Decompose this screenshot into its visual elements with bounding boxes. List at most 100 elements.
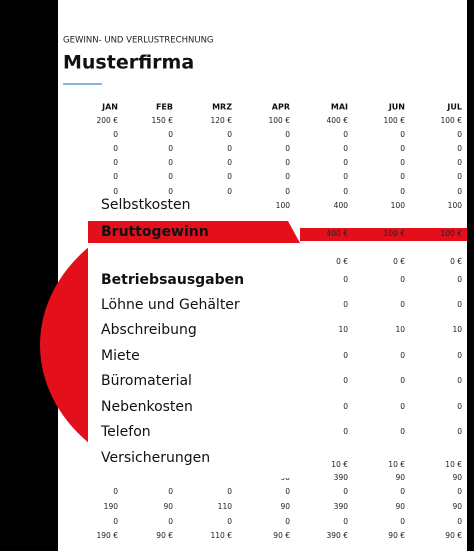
- cell: 400 €: [327, 229, 349, 238]
- cell: 0: [400, 376, 405, 385]
- cell: 0: [113, 517, 118, 526]
- cell: 0: [343, 402, 348, 411]
- left-border: [0, 0, 58, 551]
- month-header: APR: [272, 103, 290, 112]
- cell: 0: [285, 130, 290, 139]
- cell: 0: [400, 130, 405, 139]
- cell: 0 €: [393, 257, 405, 266]
- row-label: Miete: [101, 348, 140, 364]
- sheet-title: GEWINN- UND VERLUSTRECHNUNG: [63, 36, 214, 46]
- cell: 90 €: [445, 531, 462, 540]
- cell: 0: [457, 144, 462, 153]
- cell: 90: [452, 473, 462, 482]
- cell: 0: [457, 487, 462, 496]
- cell: 0: [343, 487, 348, 496]
- cell: 120 €: [211, 116, 233, 125]
- cell: 0: [113, 144, 118, 153]
- cell: 0: [343, 144, 348, 153]
- row-label: Büromaterial: [101, 373, 192, 389]
- right-border: [467, 0, 474, 551]
- cell: 0: [285, 144, 290, 153]
- cell: 0: [227, 130, 232, 139]
- row-label: Löhne und Gehälter: [101, 297, 240, 313]
- cell: 0: [457, 376, 462, 385]
- cell: 100: [276, 201, 291, 210]
- row-label: Abschreibung: [101, 322, 197, 338]
- cell: 0: [400, 187, 405, 196]
- cell: 100: [448, 201, 463, 210]
- cell: 90 €: [273, 531, 290, 540]
- cell: 90 €: [388, 531, 405, 540]
- cell: 0: [343, 300, 348, 309]
- company-name: Musterfirma: [63, 52, 194, 74]
- cell: 110: [218, 502, 233, 511]
- cell: 0: [343, 517, 348, 526]
- cell: 0: [343, 351, 348, 360]
- cell: 0: [168, 517, 173, 526]
- month-header: JUN: [388, 103, 405, 112]
- cell: 90: [452, 502, 462, 511]
- row-label: Nebenkosten: [101, 399, 193, 415]
- row-label: Bruttogewinn: [101, 224, 209, 240]
- month-header: MRZ: [212, 103, 232, 112]
- cell: 90: [163, 502, 173, 511]
- cell: 0: [343, 275, 348, 284]
- month-header: MAI: [331, 103, 348, 112]
- row-label: Telefon: [100, 424, 151, 440]
- cell: 0: [457, 300, 462, 309]
- cell: 0: [400, 158, 405, 167]
- cell: 100 €: [384, 116, 406, 125]
- month-header: JAN: [101, 103, 118, 112]
- cell: 390: [334, 473, 349, 482]
- cell: 0: [113, 172, 118, 181]
- cell: 0: [400, 351, 405, 360]
- cell: 0: [400, 172, 405, 181]
- cell: 390 €: [327, 531, 349, 540]
- cell: 150 €: [152, 116, 174, 125]
- cell: 0: [168, 187, 173, 196]
- cell: 100 €: [384, 229, 406, 238]
- cell: 0: [227, 187, 232, 196]
- cell: 90: [395, 502, 405, 511]
- cell: 390: [334, 502, 349, 511]
- cell: 90: [395, 473, 405, 482]
- cell: 0: [457, 517, 462, 526]
- cell: 400: [334, 201, 349, 210]
- cell: 0: [457, 351, 462, 360]
- cell: 0: [285, 487, 290, 496]
- cell: 0: [343, 130, 348, 139]
- cell: 0: [227, 487, 232, 496]
- cell: 0: [343, 158, 348, 167]
- zoom-circle: [40, 246, 90, 444]
- cell: 0: [457, 402, 462, 411]
- cell: 0: [400, 275, 405, 284]
- cell: 190 €: [97, 531, 119, 540]
- cell: 0: [343, 376, 348, 385]
- cell: 0 €: [336, 257, 348, 266]
- highlight-row: [300, 228, 467, 241]
- cell: 0: [343, 172, 348, 181]
- cell: 0: [113, 130, 118, 139]
- cell: 0: [457, 158, 462, 167]
- cell: 0: [285, 172, 290, 181]
- cell: 100: [391, 201, 406, 210]
- cell: 100 €: [269, 116, 291, 125]
- cell: 0: [400, 300, 405, 309]
- cell: 100 €: [441, 116, 463, 125]
- cell: 10 €: [388, 460, 405, 469]
- cell: 0: [457, 427, 462, 436]
- row-label: Selbstkosten: [101, 197, 191, 213]
- cell: 0: [343, 427, 348, 436]
- cell: 0: [227, 517, 232, 526]
- cell: 0: [285, 158, 290, 167]
- cell: 0: [168, 487, 173, 496]
- cell: 10: [395, 325, 405, 334]
- cell: 0: [400, 487, 405, 496]
- cell: 0: [113, 487, 118, 496]
- cell: 0: [113, 158, 118, 167]
- cell: 0: [457, 187, 462, 196]
- month-header: FEB: [156, 103, 173, 112]
- cell: 90: [280, 502, 290, 511]
